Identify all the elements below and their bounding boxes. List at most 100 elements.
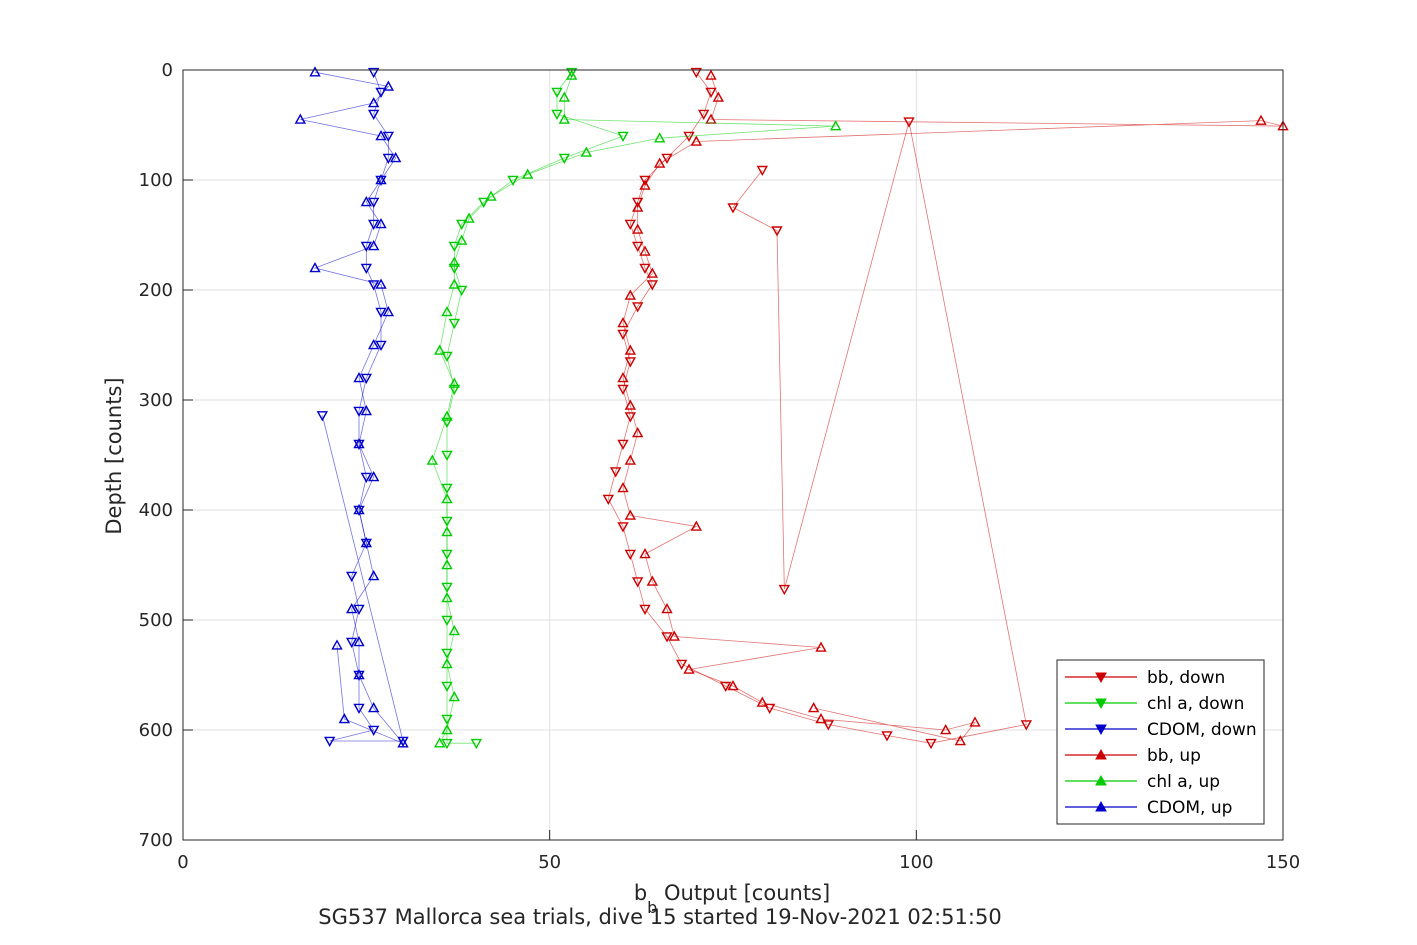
data-point bbox=[455, 285, 468, 296]
data-point bbox=[822, 720, 835, 731]
legend-label: bb, up bbox=[1147, 746, 1201, 766]
data-point bbox=[360, 405, 373, 416]
legend-swatch-marker bbox=[1095, 800, 1107, 812]
data-point bbox=[382, 80, 395, 91]
data-point bbox=[441, 493, 453, 504]
data-point bbox=[375, 130, 387, 141]
data-point bbox=[309, 262, 321, 273]
chart-caption: SG537 Mallorca sea trials, dive 15 start… bbox=[318, 905, 1001, 929]
data-point bbox=[778, 584, 791, 596]
data-point bbox=[375, 278, 387, 289]
data-point bbox=[382, 153, 395, 164]
data-point bbox=[433, 737, 446, 748]
data-point bbox=[338, 713, 351, 724]
series-line bbox=[431, 75, 836, 744]
data-point bbox=[624, 399, 637, 410]
data-point bbox=[565, 69, 578, 80]
data-point bbox=[939, 724, 952, 735]
data-point bbox=[367, 702, 380, 713]
data-point bbox=[397, 737, 409, 748]
data-point bbox=[624, 412, 637, 423]
data-point bbox=[617, 482, 629, 493]
data-point bbox=[448, 278, 461, 289]
data-point bbox=[375, 340, 387, 351]
data-point bbox=[771, 226, 783, 237]
data-point bbox=[323, 736, 336, 747]
data-point bbox=[653, 157, 666, 168]
data-point bbox=[624, 289, 637, 300]
series-line bbox=[607, 71, 1027, 744]
x-axis-label-main: b bbox=[634, 881, 647, 905]
data-point bbox=[1020, 720, 1033, 731]
data-point bbox=[367, 197, 380, 208]
data-point bbox=[661, 632, 673, 643]
data-point bbox=[521, 168, 534, 179]
data-point bbox=[448, 241, 461, 252]
data-point bbox=[353, 636, 365, 647]
data-point bbox=[441, 681, 453, 692]
data-point bbox=[367, 471, 380, 482]
data-point bbox=[639, 245, 651, 256]
data-point bbox=[631, 302, 644, 313]
data-point bbox=[631, 197, 644, 208]
data-point bbox=[565, 67, 578, 79]
data-point bbox=[441, 559, 453, 570]
data-point bbox=[631, 577, 644, 588]
data-point bbox=[639, 179, 651, 190]
data-point bbox=[558, 153, 571, 164]
data-point bbox=[367, 280, 380, 291]
data-point bbox=[609, 467, 622, 478]
y-axis-label: Depth [counts] bbox=[102, 377, 126, 534]
series-line bbox=[622, 75, 1284, 742]
data-point bbox=[485, 190, 497, 201]
data-point bbox=[639, 175, 651, 186]
series-chl-a-up bbox=[426, 69, 842, 748]
series-line bbox=[446, 71, 625, 744]
data-point bbox=[441, 483, 453, 494]
data-point bbox=[705, 87, 717, 98]
series-cdom-up bbox=[294, 66, 409, 748]
data-point bbox=[441, 450, 453, 461]
data-point bbox=[954, 735, 967, 746]
data-point bbox=[360, 537, 373, 548]
data-point bbox=[969, 716, 981, 727]
data-point bbox=[360, 241, 373, 252]
data-point bbox=[367, 67, 380, 79]
data-point bbox=[360, 472, 373, 483]
data-point bbox=[441, 526, 453, 537]
x-axis-label: bb Output [counts] bbox=[634, 881, 830, 917]
data-point bbox=[448, 691, 461, 702]
data-point bbox=[617, 384, 629, 395]
legend-label: CDOM, up bbox=[1147, 798, 1232, 818]
data-point bbox=[661, 603, 673, 614]
data-point bbox=[367, 570, 380, 581]
legend-swatch-marker bbox=[1095, 774, 1107, 786]
data-point bbox=[580, 146, 593, 157]
data-point bbox=[316, 411, 329, 422]
data-point bbox=[507, 175, 519, 186]
data-point bbox=[448, 318, 461, 329]
data-point bbox=[617, 329, 629, 340]
series-layer bbox=[294, 66, 1289, 750]
data-point bbox=[624, 454, 637, 465]
legend: bb, down chl a, down CDOM, down bb, up chl a… bbox=[1056, 659, 1265, 825]
data-point bbox=[639, 604, 651, 615]
data-point bbox=[448, 377, 461, 388]
data-point bbox=[558, 113, 571, 124]
data-point bbox=[624, 509, 637, 520]
legend-label: CDOM, down bbox=[1147, 720, 1257, 740]
data-point bbox=[558, 91, 571, 102]
data-point bbox=[367, 240, 380, 251]
data-point bbox=[653, 132, 666, 143]
data-point bbox=[367, 109, 380, 120]
data-point bbox=[624, 357, 637, 368]
data-point bbox=[756, 165, 769, 177]
series-line bbox=[321, 72, 404, 742]
data-point bbox=[455, 219, 468, 230]
ticks: 0 50 100 150 0 100 200 300 400 500 600 700 bbox=[139, 60, 1301, 873]
data-point bbox=[624, 344, 637, 355]
legend-swatch-marker bbox=[1095, 672, 1107, 684]
data-point bbox=[375, 174, 387, 185]
data-point bbox=[441, 615, 453, 626]
